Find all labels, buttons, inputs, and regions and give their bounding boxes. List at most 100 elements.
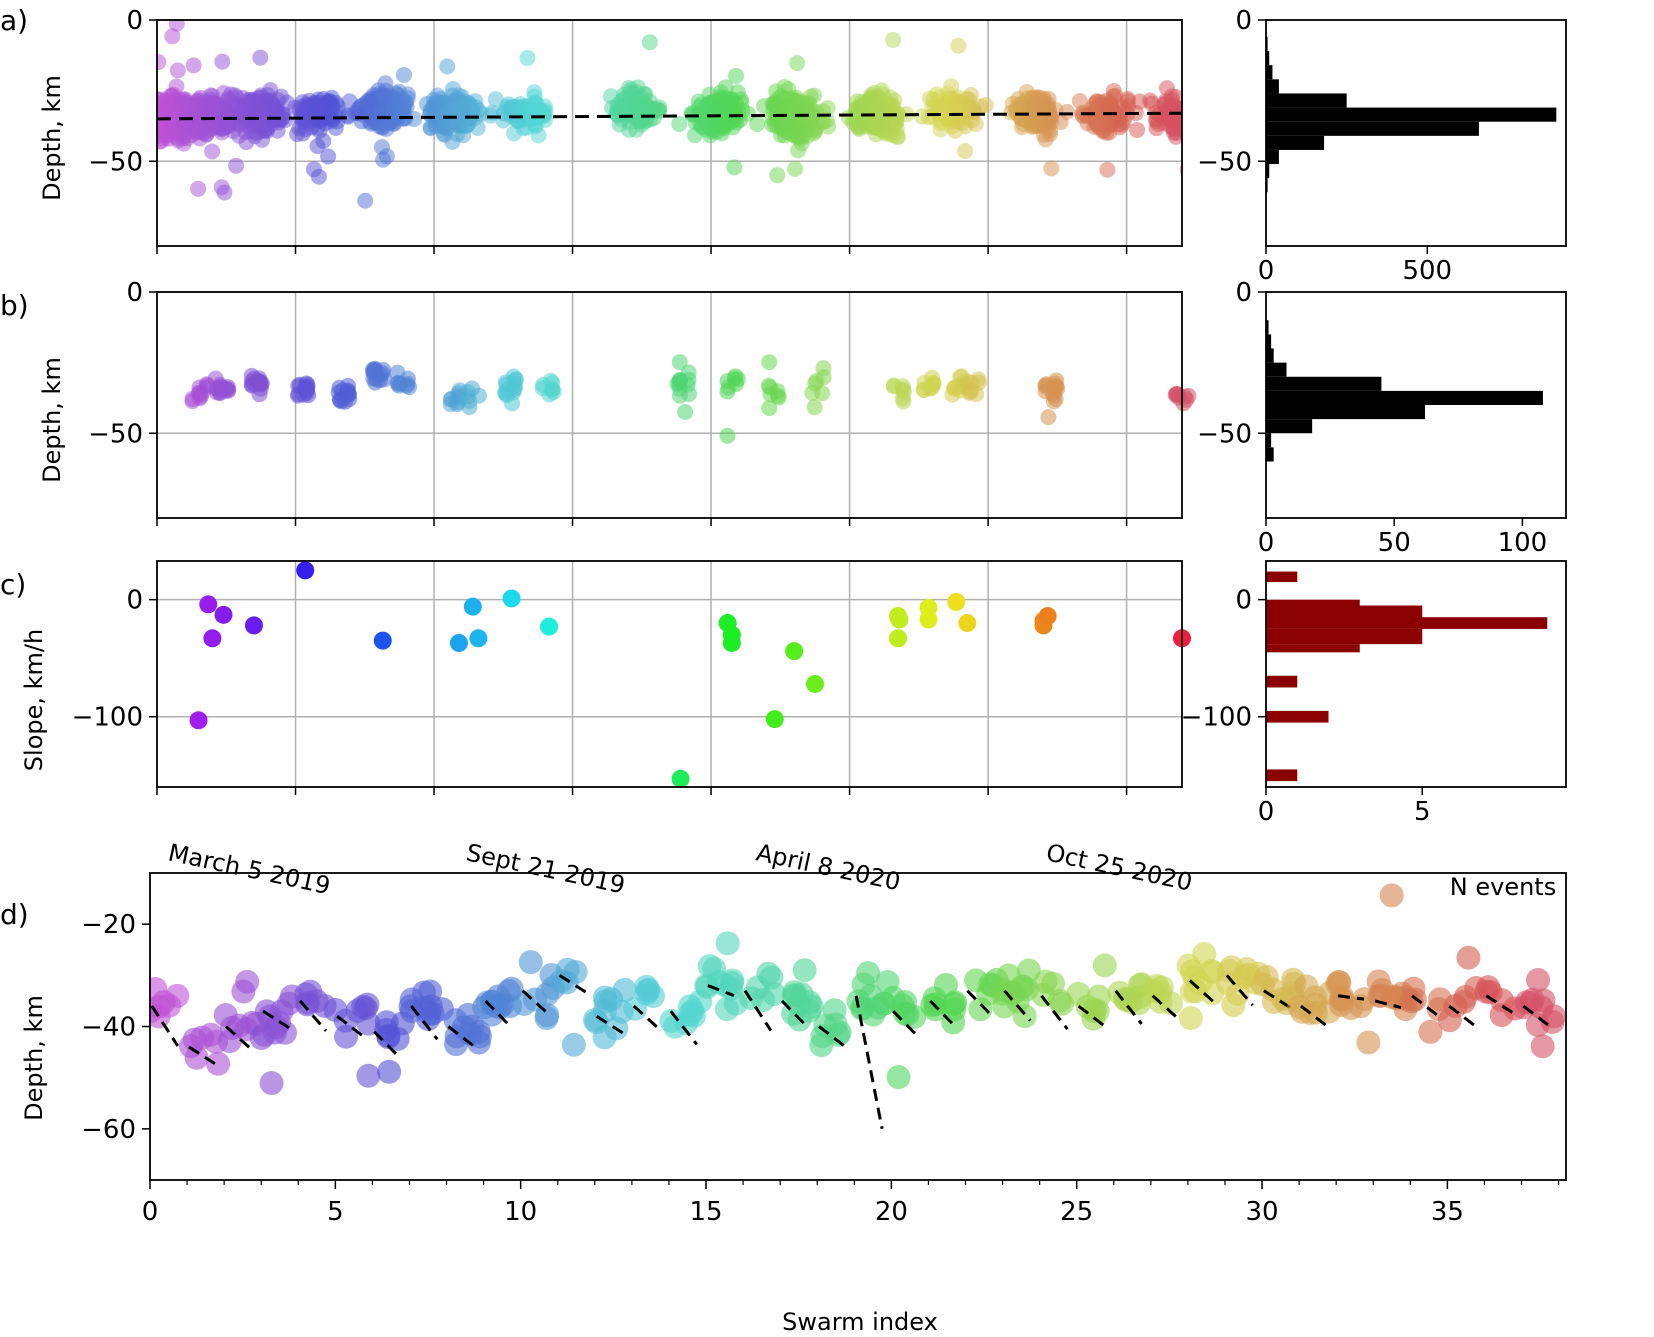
y-tick-label-c-0: 0 [126, 586, 143, 616]
swarm-index-point [220, 1015, 245, 1040]
event-point [204, 143, 221, 160]
event-point [787, 160, 804, 177]
swarm-fit-line [669, 1010, 698, 1046]
swarm-index-point [418, 979, 443, 1004]
swarm-fit-line [1040, 994, 1069, 1030]
swarm-index-point [634, 981, 659, 1006]
swarm-index-point [1476, 975, 1501, 1000]
swarm-index-point [1399, 989, 1424, 1014]
swarm-index-point [206, 1051, 231, 1076]
hist-x-tick-label-a-0: 0 [1258, 256, 1275, 286]
swarm-fit-line [373, 1030, 402, 1060]
event-point [728, 67, 745, 84]
event-point [945, 100, 962, 117]
swarm-index-point [1251, 972, 1276, 997]
slope-point-23 [919, 598, 938, 617]
hist-y-tick-label-b-1: −50 [1197, 419, 1252, 449]
swarm-index-point [682, 1003, 707, 1028]
swarm-point [677, 403, 694, 420]
event-point [1024, 103, 1041, 120]
event-point [1043, 160, 1060, 177]
event-point [726, 159, 743, 176]
swarm-index-point [941, 997, 966, 1022]
hist-bar-c-4 [1266, 628, 1423, 645]
hist-y-tick-label-a-0: 0 [1235, 6, 1252, 36]
event-point [1129, 121, 1146, 138]
panel-label-d: d) [0, 898, 29, 931]
swarm-index-point [781, 983, 806, 1008]
swarm-index-point [231, 979, 256, 1004]
axes-frame-a [156, 19, 1183, 247]
event-point [214, 53, 231, 70]
y-tick-label-a-1: −50 [88, 147, 143, 177]
swarm-fit-line [1522, 1004, 1551, 1028]
event-point [386, 94, 403, 111]
swarm-index-point [356, 1063, 381, 1088]
hist-bar-b-2 [1266, 348, 1274, 363]
swarm-fit-line [150, 1005, 180, 1047]
hist-y-tick-label-c-1: −100 [1181, 703, 1252, 733]
event-point [161, 126, 178, 143]
slope-point-11 [539, 617, 558, 636]
swarm-point [366, 360, 383, 377]
fit-line-a [156, 111, 1183, 121]
swarm-point [544, 381, 561, 398]
swarm-point [923, 380, 940, 397]
slope-point-10 [502, 589, 521, 608]
axes-frame-b [156, 291, 1183, 519]
slope-point-8 [463, 597, 482, 616]
hist-bar-b-6 [1266, 405, 1425, 420]
hist-bar-b-8 [1266, 433, 1272, 448]
swarm-fit-line [521, 989, 550, 1016]
hist-bar-b-9 [1266, 447, 1274, 462]
swarm-group-d [150, 883, 1566, 1130]
swarm-point [719, 427, 736, 444]
event-point [277, 112, 294, 129]
swarm-index-point [374, 1010, 399, 1035]
slope-point-0 [189, 711, 208, 730]
swarm-index-point [333, 1008, 358, 1033]
swarm-fit-line [298, 999, 328, 1032]
event-point [168, 78, 185, 95]
swarm-index-point [612, 977, 637, 1002]
swarm-index-point [1199, 958, 1224, 983]
event-point [977, 96, 994, 113]
event-point [702, 127, 719, 144]
swarm-index-point [1066, 981, 1091, 1006]
event-point [439, 58, 456, 75]
date-tick-label-3: April 8 2020 [754, 838, 903, 896]
swarm-point [729, 371, 746, 388]
y-tick-label-c-1: −100 [72, 703, 143, 733]
swarm-index-point [417, 1001, 442, 1026]
event-point [924, 98, 941, 115]
hist-frame-b [1265, 291, 1567, 519]
event-point [157, 103, 170, 120]
swarm-index-point [886, 1065, 911, 1090]
swarm-index-point [157, 993, 182, 1018]
swarm-index-point [881, 985, 906, 1010]
axes-frame-d [149, 872, 1567, 1181]
event-point [789, 55, 806, 72]
y-axis-label-c: Slope, km/h [20, 629, 48, 771]
d-x-tick-label-1: 5 [327, 1197, 344, 1227]
swarm-index-point [1348, 994, 1373, 1019]
event-point [213, 179, 230, 196]
swarm-point [761, 400, 778, 417]
swarm-fit-line [780, 999, 810, 1029]
hist-bar-c-0 [1266, 571, 1298, 583]
event-point [695, 104, 712, 121]
event-point [1165, 120, 1182, 137]
date-tick-label-4: Oct 25 2020 [1044, 838, 1195, 896]
d-y-tick-label-0: −20 [81, 910, 136, 940]
hist-bar-c-6 [1266, 675, 1298, 688]
hist-bar-a-7 [1266, 135, 1325, 150]
events-a [157, 20, 1182, 209]
swarm-point [1038, 376, 1055, 393]
swarm-index-point [659, 1008, 684, 1033]
swarm-index-point [1453, 984, 1478, 1009]
swarm-fit-line [484, 999, 513, 1029]
swarm-fit-line [1411, 994, 1440, 1017]
d-x-tick-label-2: 10 [504, 1197, 537, 1227]
swarm-point [334, 382, 351, 399]
swarm-fit-line [1188, 979, 1217, 1005]
